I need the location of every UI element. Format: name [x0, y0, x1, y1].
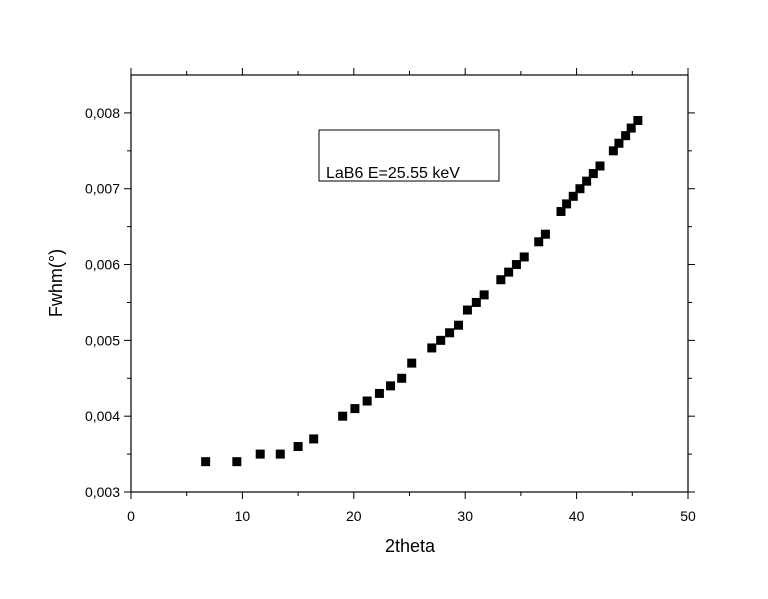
- legend-box: LaB6 E=25.55 keV: [318, 129, 500, 182]
- data-point: [309, 434, 319, 444]
- x-axis-ticks: 0 10 20 30 40 50: [127, 68, 696, 524]
- data-point: [386, 381, 396, 391]
- data-point: [568, 191, 578, 201]
- data-point: [608, 146, 618, 156]
- data-point: [626, 123, 636, 133]
- data-point: [511, 260, 521, 270]
- data-point: [427, 343, 437, 353]
- data-point: [562, 199, 572, 209]
- x-tick-label: 40: [569, 508, 585, 524]
- data-point: [614, 138, 624, 148]
- data-point: [201, 457, 211, 467]
- y-tick-label: 0,006: [85, 257, 120, 273]
- x-tick-label: 20: [346, 508, 362, 524]
- x-tick-label: 0: [127, 508, 135, 524]
- data-point: [633, 115, 643, 125]
- data-point: [436, 335, 446, 345]
- data-point: [504, 267, 514, 277]
- annotation-label: LaB6 E=25.55 keV: [326, 165, 460, 182]
- data-point: [362, 396, 372, 406]
- data-point: [575, 184, 585, 194]
- y-tick-label: 0,007: [85, 181, 120, 197]
- data-point: [454, 320, 464, 330]
- x-tick-label: 30: [457, 508, 473, 524]
- data-point: [275, 449, 285, 459]
- data-point: [255, 449, 265, 459]
- data-point: [534, 237, 544, 247]
- data-point: [588, 169, 598, 179]
- data-point: [445, 328, 455, 338]
- y-tick-label: 0,004: [85, 408, 120, 424]
- data-point: [496, 275, 506, 285]
- data-point: [293, 442, 303, 452]
- data-points: [201, 115, 643, 467]
- data-point: [232, 457, 242, 467]
- data-point: [407, 358, 417, 368]
- data-point: [595, 161, 605, 171]
- data-point: [621, 131, 631, 141]
- y-tick-label: 0,008: [85, 105, 120, 121]
- data-point: [374, 388, 384, 398]
- data-point: [471, 297, 481, 307]
- data-point: [519, 252, 529, 262]
- data-point: [462, 305, 472, 315]
- x-tick-label: 50: [680, 508, 696, 524]
- x-tick-label: 10: [235, 508, 251, 524]
- data-point: [540, 229, 550, 239]
- data-point: [350, 404, 360, 414]
- data-point: [338, 411, 348, 421]
- data-point: [397, 373, 407, 383]
- data-point: [582, 176, 592, 186]
- y-axis-ticks: 0,003 0,004 0,005 0,006 0,007 0,008: [85, 105, 695, 500]
- y-tick-label: 0,003: [85, 484, 120, 500]
- data-point: [479, 290, 489, 300]
- y-axis-title: Fwhm(°): [46, 249, 66, 317]
- x-axis-title: 2theta: [385, 536, 436, 556]
- data-point: [556, 206, 566, 216]
- y-tick-label: 0,005: [85, 332, 120, 348]
